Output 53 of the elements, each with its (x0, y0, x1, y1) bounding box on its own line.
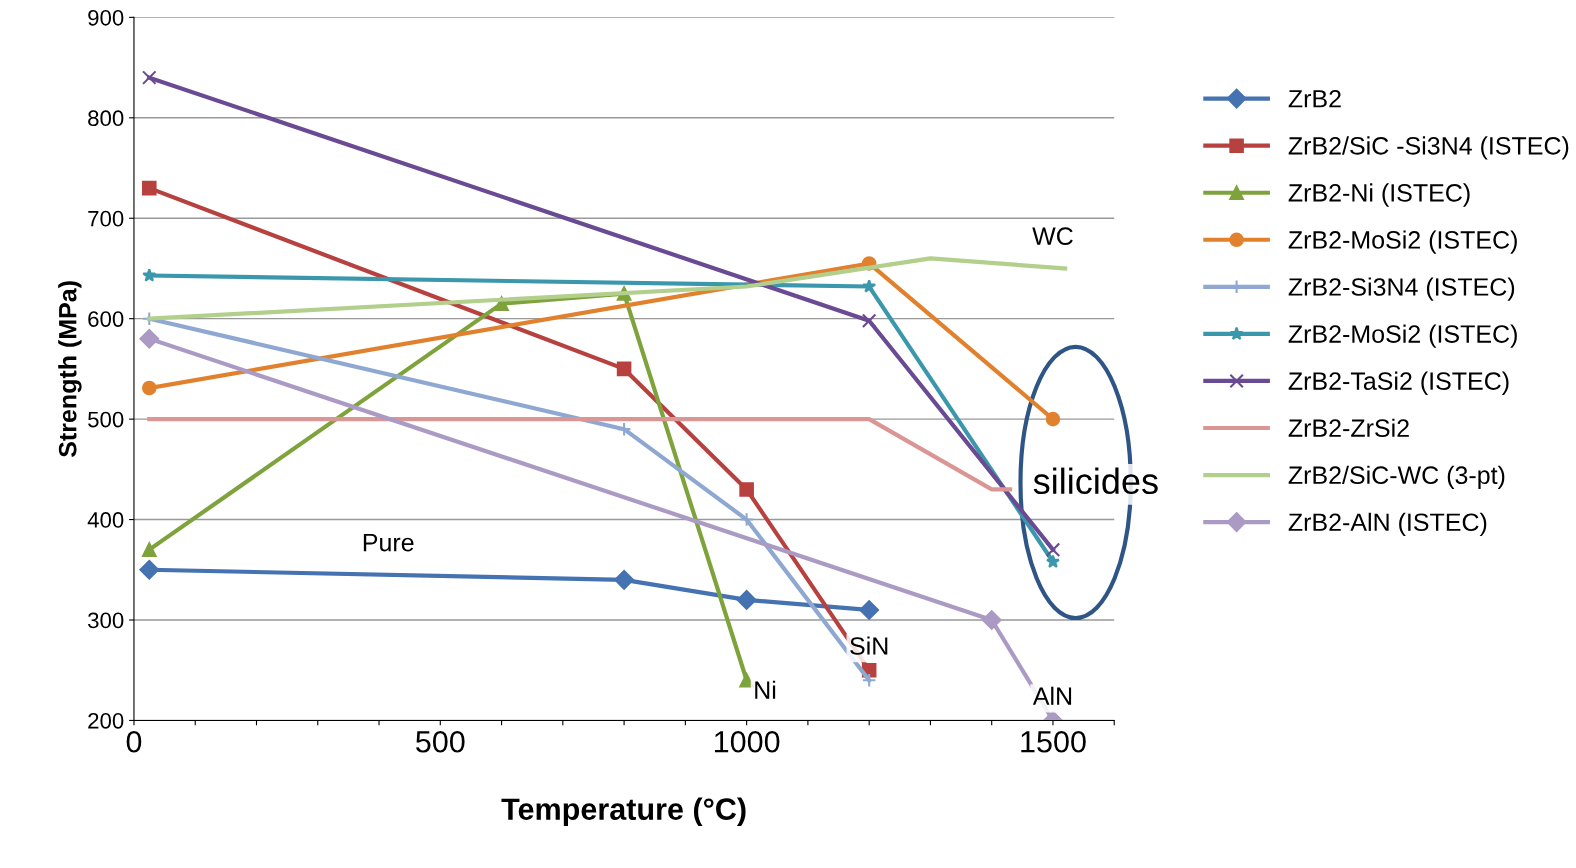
legend-label: ZrB2-AlN (ISTEC) (1288, 512, 1487, 537)
point (614, 569, 634, 590)
point (859, 600, 880, 620)
point (739, 482, 754, 497)
point (139, 328, 160, 349)
point (861, 313, 877, 328)
y-tick-label: 300 (88, 612, 124, 629)
y-tick-label: 600 (88, 311, 124, 327)
point (139, 559, 160, 580)
point (141, 542, 157, 557)
point (862, 279, 877, 293)
annotation: AlN (1032, 686, 1072, 705)
y-tick-label: 900 (88, 9, 124, 26)
y-tick-label: 400 (87, 512, 124, 528)
point (141, 380, 157, 396)
legend-label: ZrB2/SiC-WC (3-pt) (1288, 465, 1505, 489)
x-tick-label: 0 (126, 730, 142, 753)
legend-label: ZrB2-MoSi2 (ISTEC) (1288, 324, 1517, 348)
point (142, 268, 157, 282)
y-tick-label: 700 (88, 210, 124, 227)
point (141, 70, 157, 85)
y-tick-label: 800 (88, 110, 124, 127)
legend-label: ZrB2-MoSi2 (ISTEC) (1288, 230, 1517, 254)
legend-label: ZrB2-Ni (ISTEC) (1288, 183, 1470, 207)
legend-label: ZrB2 (1288, 89, 1341, 108)
line-series (147, 256, 1068, 321)
legend-label: ZrB2/SiC -Si3N4 (ISTEC) (1288, 136, 1569, 160)
point (141, 180, 157, 196)
x-axis-title: Temperature (°C) (501, 797, 746, 827)
legend-label: ZrB2-TaSi2 (ISTEC) (1288, 371, 1509, 395)
point (616, 361, 632, 377)
point (739, 672, 754, 688)
x-tick-label: 500 (416, 730, 465, 753)
annotation: WC (1032, 227, 1073, 246)
annotation: silicides (1033, 467, 1158, 495)
point (861, 672, 877, 688)
point (981, 610, 1002, 630)
x-tick-label: 1500 (1021, 730, 1086, 753)
annotation: Pure (363, 533, 414, 552)
legend-label: ZrB2-Si3N4 (ISTEC) (1288, 277, 1515, 301)
point (1045, 542, 1061, 557)
point (1045, 411, 1061, 427)
y-tick-label: 200 (88, 712, 124, 729)
y-tick-label: 500 (88, 411, 124, 428)
x-tick-label: 1000 (714, 730, 780, 753)
annotation: SiN (850, 636, 888, 655)
annotation: Ni (755, 680, 776, 699)
point (616, 421, 632, 437)
y-axis-title: Strength (MPa) (58, 281, 82, 458)
point (736, 590, 757, 610)
point (1045, 554, 1060, 568)
legend-label: ZrB2-ZrSi2 (1288, 418, 1409, 437)
point (739, 512, 754, 527)
